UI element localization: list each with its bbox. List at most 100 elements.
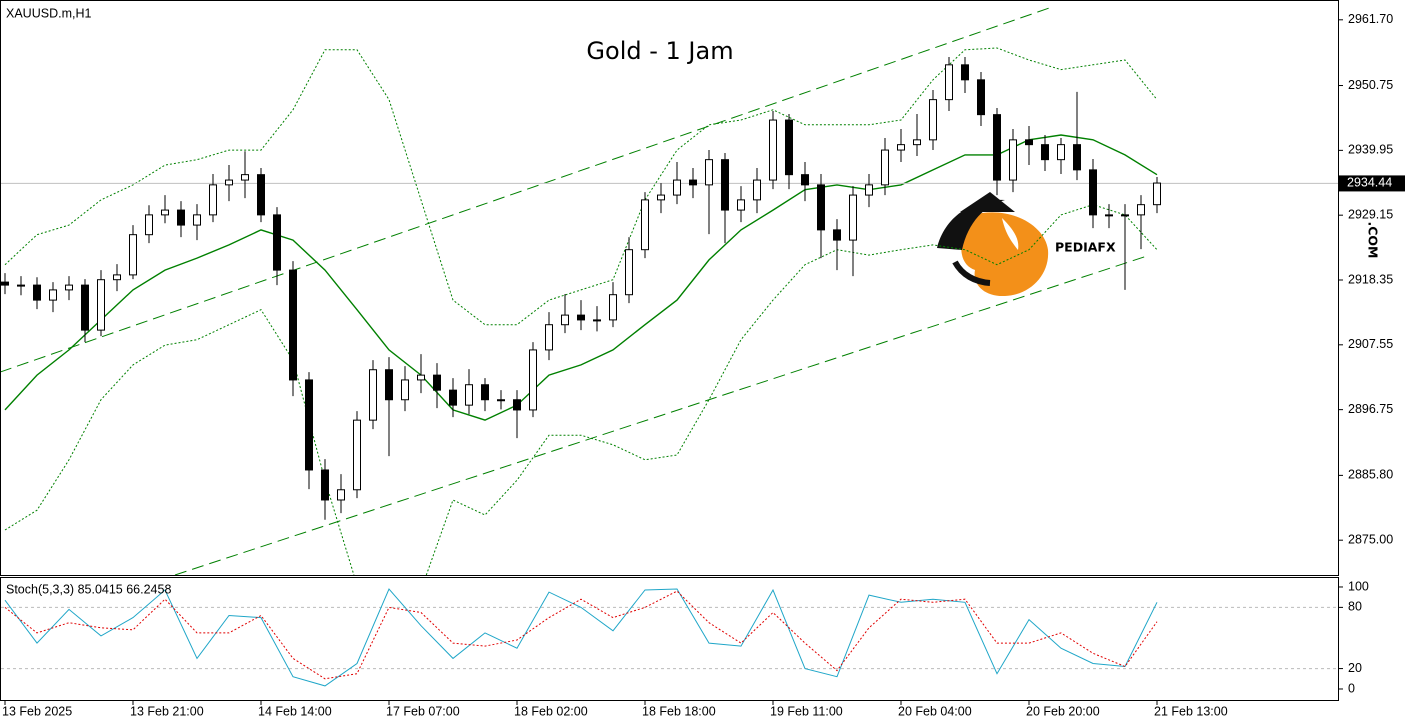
y-tick-label: 2918.35 (1348, 272, 1393, 286)
candle-body (1057, 144, 1065, 161)
candle-body (577, 314, 585, 321)
candle-body (881, 149, 889, 186)
candle-body (481, 384, 489, 401)
candle-body (177, 209, 185, 226)
stoch-plot (1, 588, 1338, 687)
logo-roof (960, 192, 1015, 212)
candle-body (657, 194, 665, 201)
chart-title: Gold - 1 Jam (586, 37, 733, 65)
candle-body (1025, 139, 1033, 146)
logo-arc (937, 199, 1005, 250)
stoch-line (4, 590, 1158, 680)
candle-body (769, 119, 777, 181)
candle-body (33, 284, 41, 301)
candle-body (449, 389, 457, 406)
candle-body (945, 64, 953, 101)
x-tick-label: 20 Feb 04:00 (898, 704, 972, 718)
y-tick-label: 100 (1348, 579, 1369, 593)
price-tag-label: 2934.44 (1347, 176, 1392, 190)
candle-body (497, 399, 505, 402)
indicator-line (4, 134, 1158, 421)
y-tick-label: 2896.75 (1348, 402, 1393, 416)
candle-body (369, 369, 377, 421)
candle-body (1121, 214, 1129, 217)
candle-body (993, 114, 1001, 181)
candle-body (465, 384, 473, 406)
watermark-text: PEDIAFX (1055, 240, 1116, 255)
candle-body (913, 139, 921, 146)
indicator-line (4, 47, 1158, 326)
candle-body (641, 199, 649, 251)
candle-body (129, 234, 137, 276)
price-tag (1339, 175, 1405, 192)
watermark-suffix: .COM (1366, 222, 1381, 259)
candle-body (321, 469, 329, 501)
y-tick-label: 0 (1348, 681, 1355, 695)
x-tick-label: 20 Feb 20:00 (1026, 704, 1100, 718)
candle-body (545, 324, 553, 351)
candle-body (113, 274, 121, 281)
candle-body (273, 214, 281, 271)
candle-body (785, 119, 793, 176)
candle-body (49, 289, 57, 301)
candle-body (1009, 139, 1017, 181)
candle-body (513, 399, 521, 411)
candle-body (833, 229, 841, 241)
candle-body (625, 249, 633, 296)
logo-swoosh (952, 260, 991, 286)
candle-body (65, 284, 73, 291)
y-tick-label: 20 (1348, 661, 1362, 675)
y-tick-label: 2939.95 (1348, 143, 1393, 157)
y-tick-label: 80 (1348, 600, 1362, 614)
candle-body (145, 214, 153, 236)
candle-body (721, 159, 729, 211)
candle-body (417, 374, 425, 381)
y-tick-label: 2907.55 (1348, 337, 1393, 351)
main-panel (0, 0, 1339, 576)
stoch-panel (0, 577, 1339, 701)
candle-body (1137, 204, 1145, 216)
x-tick-label: 18 Feb 02:00 (514, 704, 588, 718)
logo-highlight (1002, 218, 1019, 250)
y-tick-label: 2875.00 (1348, 532, 1393, 546)
symbol-label: XAUUSD.m,H1 (6, 6, 91, 20)
candle-body (753, 179, 761, 201)
candle-body (817, 184, 825, 231)
candle-body (193, 214, 201, 226)
candle-body (257, 174, 265, 216)
candle-body (225, 179, 233, 186)
candle-body (689, 179, 697, 186)
candle-body (1073, 144, 1081, 171)
watermark-logo (937, 192, 1049, 297)
candle-body (209, 184, 217, 216)
y-tick-label: 2961.70 (1348, 12, 1393, 26)
candle-body (929, 99, 937, 141)
candle-body (561, 314, 569, 326)
x-tick-label: 19 Feb 11:00 (770, 704, 843, 718)
candle-body (705, 159, 713, 186)
candle-body (1105, 214, 1113, 217)
candle-body (353, 419, 361, 491)
candle-body (97, 279, 105, 331)
stoch-label: Stoch(5,3,3) 85.0415 66.2458 (6, 582, 171, 596)
candle-body (433, 374, 441, 391)
candle-body (81, 284, 89, 331)
candle-body (961, 64, 969, 81)
x-tick-label: 13 Feb 2025 (2, 704, 72, 718)
logo-flame (961, 212, 1049, 297)
candle-body (1041, 144, 1049, 161)
x-tick-label: 21 Feb 13:00 (1154, 704, 1228, 718)
candle-body (865, 184, 873, 196)
candle-body (593, 319, 601, 322)
candle-body (17, 284, 25, 287)
candle-body (1153, 182, 1161, 206)
candle-body (801, 174, 809, 186)
indicator-line (1, 7, 1050, 373)
candle-body (289, 269, 297, 381)
candle-body (1089, 169, 1097, 216)
x-tick-label: 13 Feb 21:00 (130, 704, 204, 718)
candle-body (337, 489, 345, 501)
x-tick-label: 18 Feb 18:00 (642, 704, 716, 718)
